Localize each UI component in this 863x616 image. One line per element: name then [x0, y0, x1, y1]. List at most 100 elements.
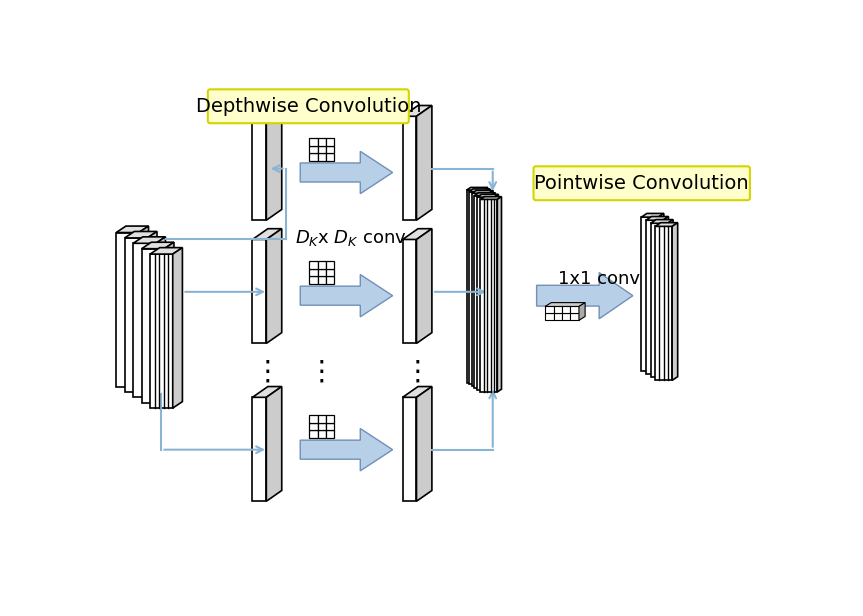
Polygon shape	[477, 197, 494, 389]
Polygon shape	[142, 242, 174, 249]
FancyBboxPatch shape	[533, 166, 750, 200]
Bar	[318, 153, 326, 161]
Bar	[570, 314, 579, 320]
Polygon shape	[497, 197, 501, 392]
Polygon shape	[481, 200, 497, 392]
Polygon shape	[173, 248, 182, 408]
Bar	[326, 261, 335, 269]
Bar	[326, 423, 335, 431]
Polygon shape	[417, 387, 432, 501]
Polygon shape	[403, 387, 432, 397]
Text: ⋮: ⋮	[308, 357, 336, 385]
Bar	[545, 314, 553, 320]
Polygon shape	[117, 226, 148, 232]
Polygon shape	[469, 192, 486, 384]
Polygon shape	[417, 229, 432, 343]
Bar	[553, 314, 562, 320]
Bar	[318, 431, 326, 438]
Bar	[309, 261, 318, 269]
Polygon shape	[651, 223, 667, 377]
Bar	[318, 277, 326, 284]
Polygon shape	[641, 217, 658, 371]
Bar	[562, 314, 570, 320]
Polygon shape	[253, 116, 267, 220]
Polygon shape	[253, 105, 281, 116]
Bar	[326, 415, 335, 423]
Polygon shape	[117, 232, 139, 387]
Polygon shape	[124, 238, 148, 392]
Bar	[309, 431, 318, 438]
Bar	[309, 138, 318, 145]
Polygon shape	[545, 302, 585, 306]
Polygon shape	[300, 429, 393, 471]
Bar	[318, 138, 326, 145]
Polygon shape	[472, 193, 488, 386]
Polygon shape	[475, 195, 491, 388]
Bar	[326, 138, 335, 145]
Text: ⋮: ⋮	[253, 357, 281, 385]
Polygon shape	[672, 222, 677, 380]
Polygon shape	[403, 397, 417, 501]
Bar	[326, 277, 335, 284]
Polygon shape	[467, 190, 483, 383]
Polygon shape	[403, 105, 432, 116]
Bar	[318, 415, 326, 423]
Bar	[318, 145, 326, 153]
Polygon shape	[477, 194, 499, 197]
Bar	[570, 306, 579, 314]
Text: $D_K$x $D_K$ conv: $D_K$x $D_K$ conv	[295, 228, 406, 248]
Polygon shape	[142, 249, 164, 403]
Polygon shape	[481, 197, 501, 200]
Polygon shape	[267, 229, 281, 343]
Polygon shape	[483, 187, 488, 383]
Polygon shape	[267, 105, 281, 220]
Bar	[326, 145, 335, 153]
Bar	[309, 423, 318, 431]
FancyBboxPatch shape	[208, 89, 409, 123]
Polygon shape	[300, 275, 393, 317]
Polygon shape	[253, 387, 281, 397]
Bar	[326, 269, 335, 277]
Polygon shape	[663, 216, 669, 374]
Polygon shape	[641, 213, 664, 217]
Text: ⋮: ⋮	[403, 357, 432, 385]
Bar	[309, 145, 318, 153]
Bar	[553, 306, 562, 314]
Polygon shape	[150, 254, 173, 408]
Bar	[326, 431, 335, 438]
Polygon shape	[486, 189, 490, 384]
Polygon shape	[133, 243, 155, 397]
Polygon shape	[651, 219, 673, 223]
Polygon shape	[253, 229, 281, 240]
Polygon shape	[267, 387, 281, 501]
Polygon shape	[472, 190, 493, 193]
Bar	[318, 423, 326, 431]
Polygon shape	[253, 240, 267, 343]
Polygon shape	[124, 232, 157, 238]
Polygon shape	[655, 226, 672, 380]
Polygon shape	[133, 237, 166, 243]
Polygon shape	[667, 219, 673, 377]
Polygon shape	[475, 193, 495, 195]
Bar	[309, 269, 318, 277]
Bar	[318, 261, 326, 269]
Polygon shape	[164, 242, 174, 403]
Bar	[309, 153, 318, 161]
Polygon shape	[403, 240, 417, 343]
Polygon shape	[488, 190, 493, 386]
Polygon shape	[646, 216, 669, 220]
Polygon shape	[300, 152, 393, 193]
Bar	[326, 153, 335, 161]
Polygon shape	[253, 397, 267, 501]
Polygon shape	[467, 187, 488, 190]
Polygon shape	[655, 222, 677, 226]
Polygon shape	[139, 226, 148, 387]
Polygon shape	[417, 105, 432, 220]
Polygon shape	[579, 302, 585, 320]
Polygon shape	[491, 193, 495, 388]
Polygon shape	[658, 213, 664, 371]
Polygon shape	[403, 116, 417, 220]
Polygon shape	[155, 237, 166, 397]
Polygon shape	[150, 248, 182, 254]
Polygon shape	[403, 229, 432, 240]
